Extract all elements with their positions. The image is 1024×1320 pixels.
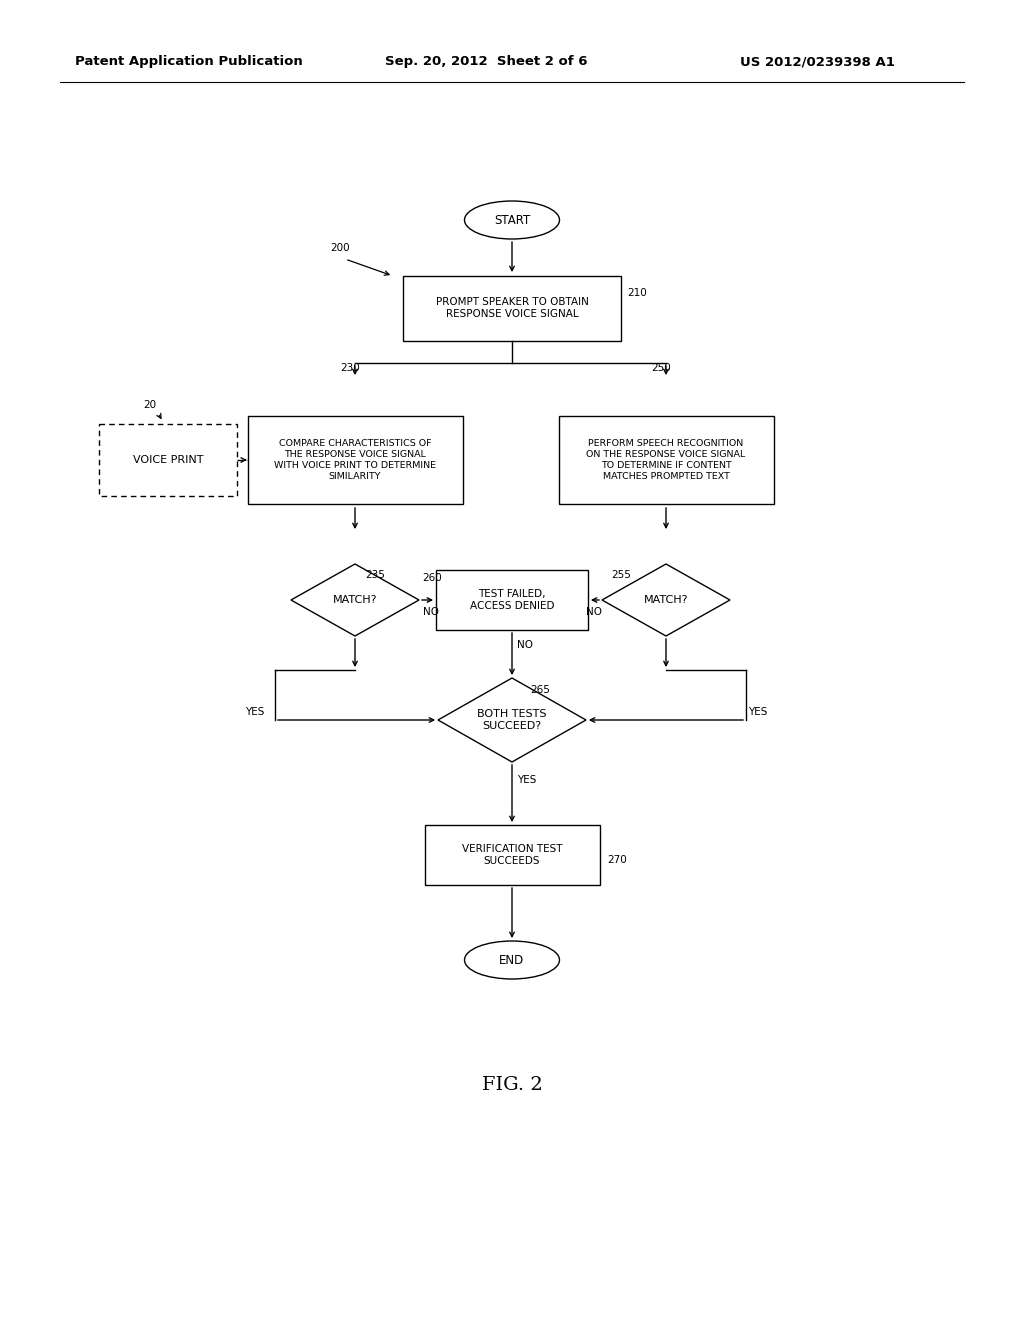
Bar [403,276,621,341]
Text: MATCH?: MATCH? [333,595,377,605]
Text: Patent Application Publication: Patent Application Publication [75,55,303,69]
Text: 235: 235 [365,570,385,579]
Text: Sep. 20, 2012  Sheet 2 of 6: Sep. 20, 2012 Sheet 2 of 6 [385,55,588,69]
Bar [558,416,773,504]
Text: END: END [500,953,524,966]
Text: PROMPT SPEAKER TO OBTAIN
RESPONSE VOICE SIGNAL: PROMPT SPEAKER TO OBTAIN RESPONSE VOICE … [435,297,589,319]
Text: 255: 255 [611,570,631,579]
Text: TEST FAILED,
ACCESS DENIED: TEST FAILED, ACCESS DENIED [470,589,554,611]
Text: MATCH?: MATCH? [644,595,688,605]
Text: 265: 265 [530,685,550,696]
Text: 250: 250 [651,363,671,374]
Text: US 2012/0239398 A1: US 2012/0239398 A1 [740,55,895,69]
Text: YES: YES [748,708,767,717]
Text: COMPARE CHARACTERISTICS OF
THE RESPONSE VOICE SIGNAL
WITH VOICE PRINT TO DETERMI: COMPARE CHARACTERISTICS OF THE RESPONSE … [274,438,436,482]
Text: 200: 200 [330,243,349,253]
Text: 260: 260 [422,573,441,583]
Text: NO: NO [423,607,439,616]
Text: VOICE PRINT: VOICE PRINT [133,455,203,465]
Bar [436,570,588,630]
Text: 270: 270 [607,855,627,865]
Text: 230: 230 [340,363,359,374]
Text: 20: 20 [143,400,156,411]
Text: FIG. 2: FIG. 2 [481,1076,543,1094]
Text: NO: NO [517,640,534,649]
Bar [425,825,599,884]
Text: PERFORM SPEECH RECOGNITION
ON THE RESPONSE VOICE SIGNAL
TO DETERMINE IF CONTENT
: PERFORM SPEECH RECOGNITION ON THE RESPON… [587,438,745,482]
Text: BOTH TESTS
SUCCEED?: BOTH TESTS SUCCEED? [477,709,547,731]
Text: START: START [494,214,530,227]
Bar [99,424,237,496]
Text: NO: NO [586,607,602,616]
Text: VERIFICATION TEST
SUCCEEDS: VERIFICATION TEST SUCCEEDS [462,843,562,866]
Text: YES: YES [245,708,264,717]
Text: 210: 210 [627,288,647,298]
Bar [248,416,463,504]
Text: YES: YES [517,775,537,785]
